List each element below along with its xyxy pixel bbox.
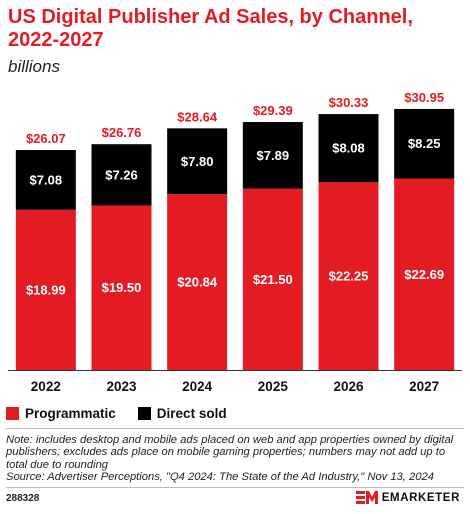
bar-direct-sold-2022 bbox=[15, 150, 76, 210]
brand-name: EMARKETER bbox=[381, 491, 460, 504]
x-tick-label-2024: 2024 bbox=[182, 379, 213, 394]
data-label-direct-sold-2027: $8.25 bbox=[408, 136, 441, 151]
legend-swatch-programmatic bbox=[6, 406, 19, 420]
chart-id: 288328 bbox=[6, 493, 40, 504]
data-label-direct-sold-2023: $7.26 bbox=[105, 167, 138, 182]
legend-swatch-direct-sold bbox=[137, 406, 151, 420]
stacked-bar-chart: $18.99 $7.08 $26.07 2022 $19.50 $7.26 $26.76 20… bbox=[8, 90, 462, 394]
emarketer-logo-icon bbox=[355, 491, 378, 504]
x-tick-label-2026: 2026 bbox=[333, 379, 364, 394]
chart-title: US Digital Publisher Ad Sales, by Channe… bbox=[8, 6, 413, 51]
legend-item-direct-sold: Direct sold bbox=[137, 405, 227, 421]
data-label-direct-sold-2026: $8.08 bbox=[332, 141, 365, 156]
chart-legend: Programmatic Direct sold bbox=[6, 405, 249, 421]
data-label-programmatic-2026: $22.25 bbox=[329, 269, 369, 284]
total-label-2026: $30.33 bbox=[329, 95, 369, 110]
bar-direct-sold-2026 bbox=[318, 114, 379, 183]
data-label-programmatic-2023: $19.50 bbox=[102, 280, 142, 295]
total-label-2023: $26.76 bbox=[102, 125, 142, 140]
x-tick-label-2023: 2023 bbox=[106, 379, 137, 394]
bar-programmatic-2026 bbox=[318, 182, 379, 370]
total-label-2025: $29.39 bbox=[253, 103, 293, 118]
data-label-direct-sold-2025: $7.89 bbox=[257, 148, 290, 163]
bar-programmatic-2024 bbox=[167, 194, 228, 370]
bar-programmatic-2023 bbox=[91, 205, 152, 370]
legend-label-programmatic: Programmatic bbox=[25, 405, 116, 421]
chart-notes: Note: includes desktop and mobile ads pl… bbox=[6, 434, 466, 484]
divider-bottom bbox=[6, 487, 464, 488]
x-tick-label-2022: 2022 bbox=[31, 379, 61, 394]
bar-direct-sold-2023 bbox=[91, 144, 152, 206]
legend-item-programmatic: Programmatic bbox=[6, 406, 116, 421]
total-label-2024: $28.64 bbox=[177, 109, 218, 124]
chart-subtitle: billions bbox=[8, 57, 60, 76]
legend-label-direct-sold: Direct sold bbox=[156, 405, 227, 421]
bar-programmatic-2022 bbox=[15, 209, 76, 370]
x-tick-label-2025: 2025 bbox=[258, 379, 289, 394]
bar-direct-sold-2024 bbox=[167, 128, 228, 195]
data-label-programmatic-2025: $21.50 bbox=[253, 272, 293, 287]
x-tick-label-2027: 2027 bbox=[409, 379, 439, 394]
bar-programmatic-2027 bbox=[394, 178, 455, 370]
emarketer-logo: EMARKETER bbox=[355, 491, 460, 504]
data-label-programmatic-2022: $18.99 bbox=[26, 282, 66, 297]
total-label-2027: $30.95 bbox=[404, 90, 444, 105]
divider-top bbox=[6, 428, 464, 429]
bar-programmatic-2025 bbox=[242, 188, 303, 370]
data-label-direct-sold-2022: $7.08 bbox=[30, 172, 63, 187]
note-text: Note: includes desktop and mobile ads pl… bbox=[6, 434, 454, 471]
data-label-direct-sold-2024: $7.80 bbox=[181, 154, 214, 169]
source-text: Source: Advertiser Perceptions, "Q4 2024… bbox=[6, 471, 434, 484]
bar-direct-sold-2027 bbox=[394, 108, 455, 179]
data-label-programmatic-2027: $22.69 bbox=[404, 267, 444, 282]
data-label-programmatic-2024: $20.84 bbox=[177, 275, 218, 290]
total-label-2022: $26.07 bbox=[26, 131, 66, 146]
bar-direct-sold-2025 bbox=[242, 122, 303, 189]
